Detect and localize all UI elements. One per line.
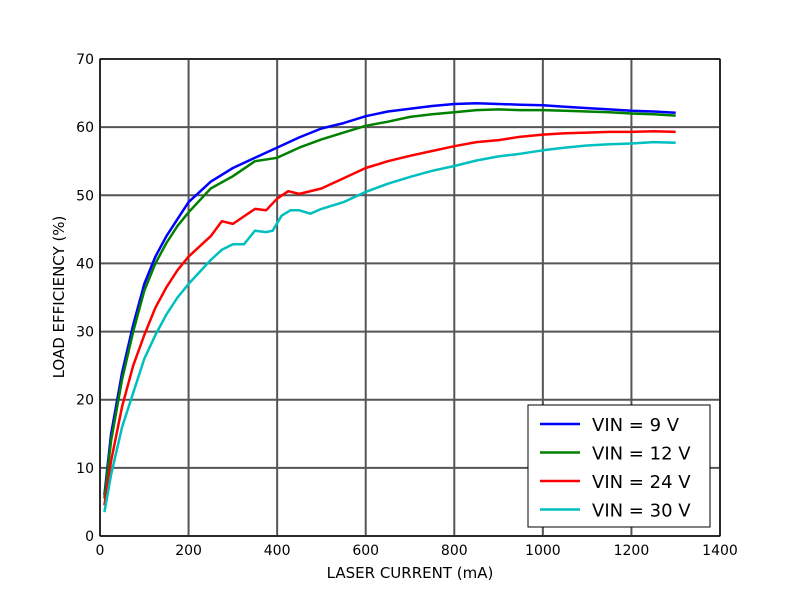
x-tick-label: 1200	[614, 543, 650, 559]
x-tick-label: 600	[352, 543, 379, 559]
y-tick-label: 50	[76, 188, 94, 204]
series-lines	[103, 102, 676, 513]
x-tick-label: 800	[441, 543, 468, 559]
x-axis-label: LASER CURRENT (mA)	[327, 564, 494, 582]
grid	[99, 58, 721, 537]
y-tick-label: 20	[76, 393, 94, 409]
plot-frame	[99, 58, 721, 537]
y-tick-label: 10	[76, 461, 94, 477]
legend-label: VIN = 12 V	[592, 444, 691, 465]
y-tick-label: 30	[76, 325, 94, 341]
tick-labels: 0 200 400 600 800 1000 1200 1400 0 10 20 30 40 50 60 70	[76, 52, 738, 559]
y-tick-label: 60	[76, 120, 94, 136]
y-tick-label: 0	[85, 529, 94, 545]
legend-label: VIN = 30 V	[592, 501, 691, 522]
x-tick-label: 200	[175, 543, 202, 559]
y-tick-label: 70	[76, 52, 94, 68]
legend-label: VIN = 9 V	[592, 415, 680, 436]
legend: VIN = 9 V VIN = 12 V VIN = 24 V VIN = 30 V	[527, 404, 711, 528]
series-line-3	[103, 129, 676, 506]
x-tick-label: 1400	[702, 543, 738, 559]
series-line-1	[103, 102, 676, 496]
x-tick-label: 400	[264, 543, 291, 559]
series-line-4	[103, 140, 676, 513]
x-tick-label: 1000	[525, 543, 561, 559]
legend-box	[527, 404, 711, 528]
y-tick-label: 40	[76, 256, 94, 272]
x-tick-label: 0	[96, 543, 105, 559]
series-line-2	[103, 108, 676, 499]
legend-label: VIN = 24 V	[592, 472, 691, 493]
y-axis-label: LOAD EFFICIENCY (%)	[50, 216, 68, 379]
